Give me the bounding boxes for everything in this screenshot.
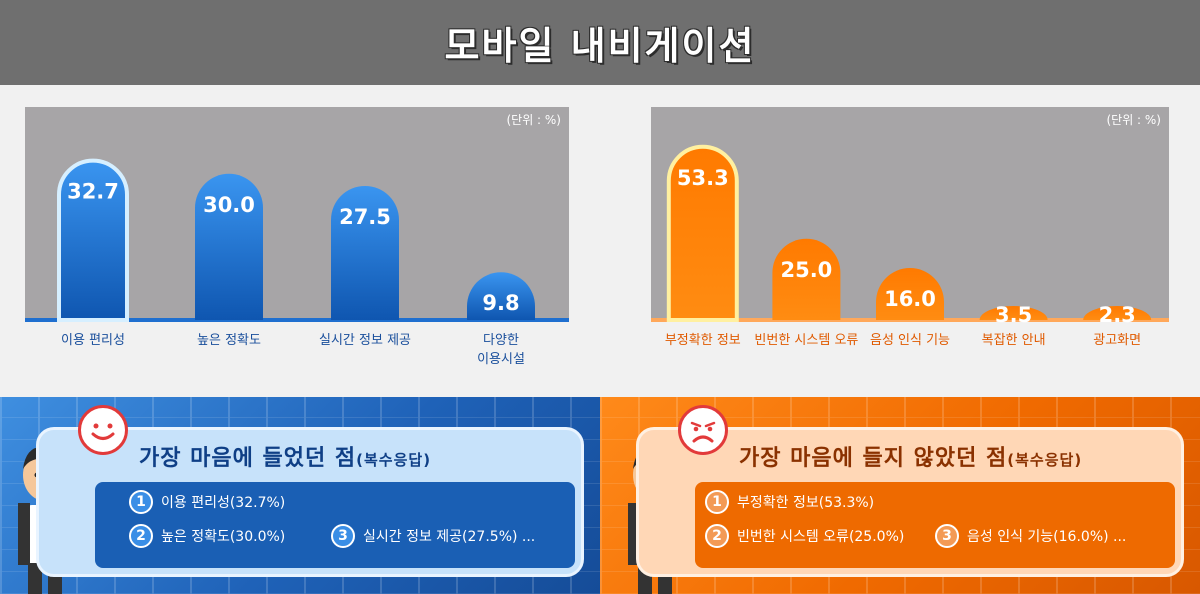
- list-item: 2 빈번한 시스템 오류(25.0%): [705, 524, 904, 548]
- frown-face-icon: [678, 405, 728, 455]
- liked-title-text: 가장 마음에 들었던 점: [139, 446, 357, 471]
- chart-area: (단위 : %) 32.7 이용 편리성 30.0 높은 정확도 27.5 실시간 정보 제…: [0, 85, 1200, 397]
- number-badge: 3: [935, 524, 959, 548]
- disliked-panel: 가장 마음에 들지 않았던 점(복수응답) 1 부정확한 정보(53.3%) 2…: [600, 397, 1200, 594]
- value-label: 27.5: [339, 205, 391, 229]
- disliked-subtitle: (복수응답): [1007, 451, 1083, 469]
- item-text: 이용 편리성(32.7%): [161, 495, 286, 511]
- value-label: 9.8: [482, 291, 519, 315]
- bar: [666, 144, 739, 322]
- number-badge: 2: [129, 524, 153, 548]
- disliked-title: 가장 마음에 들지 않았던 점(복수응답): [739, 440, 1082, 472]
- category-label: 다양한 이용시설: [477, 333, 525, 367]
- liked-panel: 가장 마음에 들었던 점(복수응답) 1 이용 편리성(32.7%) 2 높은 …: [0, 397, 600, 594]
- liked-card: 가장 마음에 들었던 점(복수응답) 1 이용 편리성(32.7%) 2 높은 …: [36, 427, 584, 577]
- value-label: 25.0: [780, 258, 832, 282]
- unit-label: (단위 : %): [506, 113, 561, 127]
- list-item: 2 높은 정확도(30.0%): [129, 524, 285, 548]
- bar: [467, 272, 535, 320]
- bar: [979, 306, 1048, 320]
- category-label: 이용 편리성: [61, 333, 125, 348]
- page-title: 모바일 내비게이션: [444, 24, 756, 68]
- value-label: 53.3: [677, 166, 729, 190]
- value-label: 16.0: [884, 287, 936, 311]
- unit-label: (단위 : %): [1106, 113, 1161, 127]
- bar: [772, 238, 841, 320]
- baseline: [25, 318, 569, 322]
- category-label: 높은 정확도: [197, 333, 261, 348]
- value-label: 2.3: [1099, 303, 1136, 327]
- value-label: 32.7: [67, 180, 119, 204]
- number-badge: 1: [129, 490, 153, 514]
- item-text: 높은 정확도(30.0%): [161, 529, 286, 545]
- disliked-title-text: 가장 마음에 들지 않았던 점: [739, 446, 1008, 471]
- disliked-list: 1 부정확한 정보(53.3%) 2 빈번한 시스템 오류(25.0%) 3 음…: [695, 482, 1175, 568]
- number-badge: 3: [331, 524, 355, 548]
- header-bar: 모바일 내비게이션: [0, 0, 1200, 85]
- liked-subtitle: (복수응답): [356, 451, 432, 469]
- category-label: 광고화면: [1093, 333, 1141, 348]
- list-item: 3 음성 인식 기능(16.0%) ...: [935, 524, 1126, 548]
- category-label: 복잡한 안내: [982, 333, 1046, 348]
- item-text: 음성 인식 기능(16.0%) ...: [967, 529, 1127, 545]
- liked-list: 1 이용 편리성(32.7%) 2 높은 정확도(30.0%) 3 실시간 정보…: [95, 482, 575, 568]
- item-text: 실시간 정보 제공(27.5%) ...: [363, 529, 536, 545]
- value-label: 30.0: [203, 193, 255, 217]
- bar: [1083, 306, 1152, 320]
- item-text: 빈번한 시스템 오류(25.0%): [737, 529, 905, 545]
- list-item: 1 부정확한 정보(53.3%): [705, 490, 874, 514]
- list-item: 1 이용 편리성(32.7%): [129, 490, 285, 514]
- list-item: 3 실시간 정보 제공(27.5%) ...: [331, 524, 535, 548]
- chart-liked: (단위 : %) 32.7 이용 편리성 30.0 높은 정확도 27.5 실시간 정보 제…: [25, 107, 569, 367]
- number-badge: 2: [705, 524, 729, 548]
- chart-disliked: (단위 : %) 53.3 부정확한 정보 25.0 빈번한 시스템 오류 16.0 음성 …: [651, 107, 1169, 348]
- category-label: 빈번한 시스템 오류: [754, 333, 858, 348]
- item-text: 부정확한 정보(53.3%): [737, 495, 875, 511]
- bar: [876, 268, 944, 320]
- value-label: 3.5: [995, 303, 1032, 327]
- disliked-card: 가장 마음에 들지 않았던 점(복수응답) 1 부정확한 정보(53.3%) 2…: [636, 427, 1184, 577]
- category-label: 부정확한 정보: [665, 333, 741, 348]
- number-badge: 1: [705, 490, 729, 514]
- smile-face-icon: [78, 405, 128, 455]
- bar: [57, 158, 129, 322]
- category-label: 음성 인식 기능: [870, 333, 950, 348]
- category-label: 실시간 정보 제공: [319, 333, 411, 348]
- bar: [195, 173, 263, 320]
- bar: [331, 185, 399, 320]
- liked-title: 가장 마음에 들었던 점(복수응답): [139, 440, 431, 472]
